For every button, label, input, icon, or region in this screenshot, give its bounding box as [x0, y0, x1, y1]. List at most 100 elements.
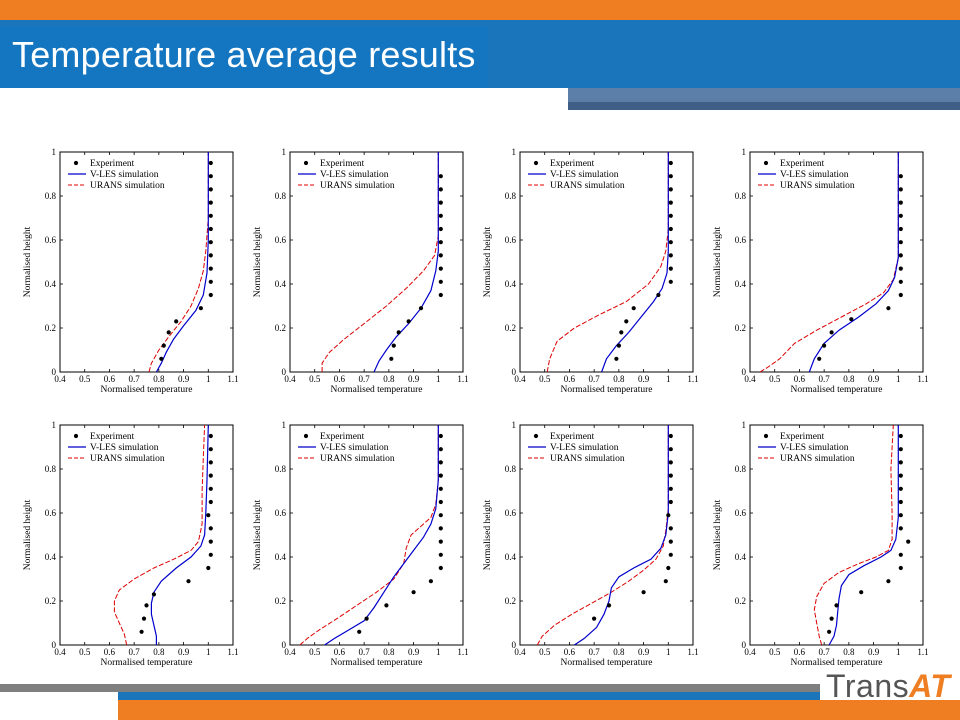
experiment-point: [411, 590, 416, 595]
experiment-point: [438, 187, 443, 192]
y-tick-label: 0.4: [45, 552, 57, 562]
x-tick-label: 0.7: [359, 374, 371, 384]
experiment-point: [616, 343, 622, 348]
experiment-point: [898, 447, 903, 452]
experiment-point: [886, 579, 891, 584]
experiment-point: [614, 356, 619, 361]
y-tick-label: 1: [742, 420, 747, 430]
experiment-point: [656, 292, 661, 298]
experiment-point: [438, 213, 443, 218]
x-axis-label: Normalised temperature: [790, 385, 882, 395]
y-tick-label: 0.4: [505, 279, 517, 289]
experiment-point: [668, 447, 673, 452]
x-tick-label: 1: [666, 374, 671, 384]
legend-experiment-label: Experiment: [550, 432, 595, 442]
experiment-point: [208, 292, 213, 298]
legend-experiment-label: Experiment: [320, 432, 365, 442]
experiment-point: [418, 306, 424, 311]
y-tick-label: 1: [52, 420, 57, 430]
experiment-point: [438, 486, 443, 491]
y-axis-label: Normalised height: [23, 499, 33, 570]
x-axis-label: Normalised temperature: [560, 658, 652, 668]
experiment-point: [822, 343, 827, 348]
experiment-point: [438, 499, 443, 505]
experiment-point: [208, 160, 213, 166]
experiment-point: [438, 565, 443, 571]
y-axis-label: Normalised height: [483, 226, 493, 297]
x-tick-label: 1: [436, 647, 441, 657]
y-axis-label: Normalised height: [253, 226, 263, 297]
x-tick-label: 0.5: [769, 647, 781, 657]
plot-frame: [749, 424, 924, 646]
x-tick-label: 1: [206, 374, 211, 384]
y-tick-label: 0.2: [735, 596, 746, 606]
y-tick-label: 0.4: [275, 279, 287, 289]
experiment-point: [668, 253, 673, 258]
y-tick-label: 0: [282, 367, 287, 377]
experiment-point: [898, 187, 903, 192]
x-tick-label: 0.4: [744, 374, 756, 384]
experiment-point: [438, 447, 443, 452]
plot-frame: [519, 151, 694, 373]
y-tick-label: 0.8: [505, 191, 517, 201]
experiment-point: [438, 539, 443, 544]
experiment-point: [619, 330, 624, 335]
x-tick-label: 0.9: [178, 374, 190, 384]
x-tick-label: 0.7: [819, 374, 831, 384]
legend-vles-label: V-LES simulation: [90, 170, 159, 180]
x-tick-label: 0.9: [868, 374, 880, 384]
y-tick-label: 0: [52, 640, 57, 650]
x-tick-label: 0.6: [794, 647, 806, 657]
experiment-point: [208, 552, 213, 557]
y-tick-label: 1: [512, 147, 517, 157]
experiment-point: [898, 513, 903, 518]
x-tick-label: 0.8: [613, 647, 625, 657]
experiment-point: [208, 433, 213, 439]
experiment-point: [666, 565, 671, 571]
plot-frame: [749, 151, 924, 373]
y-tick-label: 0.6: [735, 235, 747, 245]
x-tick-label: 0.4: [54, 374, 66, 384]
legend-experiment-label: Experiment: [780, 159, 825, 169]
experiment-point: [438, 253, 443, 258]
footer-orange-bar: [118, 700, 960, 720]
experiment-point: [208, 447, 213, 452]
experiment-point: [898, 499, 903, 505]
x-tick-label: 0.4: [514, 647, 526, 657]
experiment-point: [668, 473, 673, 478]
experiment-point: [208, 473, 213, 478]
y-tick-label: 0.8: [735, 464, 747, 474]
experiment-point: [668, 266, 673, 271]
x-tick-label: 0.6: [334, 647, 346, 657]
experiment-point: [898, 226, 903, 232]
x-tick-label: 0.7: [129, 374, 141, 384]
experiment-point: [208, 253, 213, 258]
urans-series-line: [546, 152, 669, 373]
experiment-point: [161, 343, 166, 348]
legend-experiment-marker: [303, 160, 309, 166]
x-tick-label: 0.7: [359, 647, 371, 657]
plot-frame: [59, 151, 234, 373]
vles-series-line: [828, 425, 899, 646]
chart-panel-2: 0.4 0.5 0.6 0.7 0.8 0.9 1 1.1 0 0.2 0.4 0.6 0.8 1 Norm…: [253, 147, 469, 395]
experiment-point: [428, 579, 433, 584]
x-tick-label: 0.4: [514, 374, 526, 384]
x-tick-label: 0.8: [153, 647, 165, 657]
experiment-point: [438, 266, 443, 271]
x-tick-label: 0.7: [819, 647, 831, 657]
chart-panel-7: 0.4 0.5 0.6 0.7 0.8 0.9 1 1.1 0 0.2 0.4 0.6 0.8 1 Norm…: [483, 420, 699, 668]
experiment-point: [438, 174, 443, 179]
legend-experiment-label: Experiment: [90, 159, 135, 169]
legend-vles-label: V-LES simulation: [780, 443, 849, 453]
header-strip-lower: [568, 102, 960, 110]
experiment-point: [438, 240, 443, 245]
x-tick-label: 0.6: [334, 374, 346, 384]
x-tick-label: 0.8: [383, 374, 395, 384]
experiment-point: [208, 226, 213, 232]
y-tick-label: 0.6: [505, 508, 517, 518]
experiment-point: [174, 319, 179, 324]
y-tick-label: 0.4: [275, 552, 287, 562]
x-tick-label: 0.6: [104, 647, 116, 657]
legend-vles-label: V-LES simulation: [320, 443, 389, 453]
x-tick-label: 0.9: [638, 647, 650, 657]
